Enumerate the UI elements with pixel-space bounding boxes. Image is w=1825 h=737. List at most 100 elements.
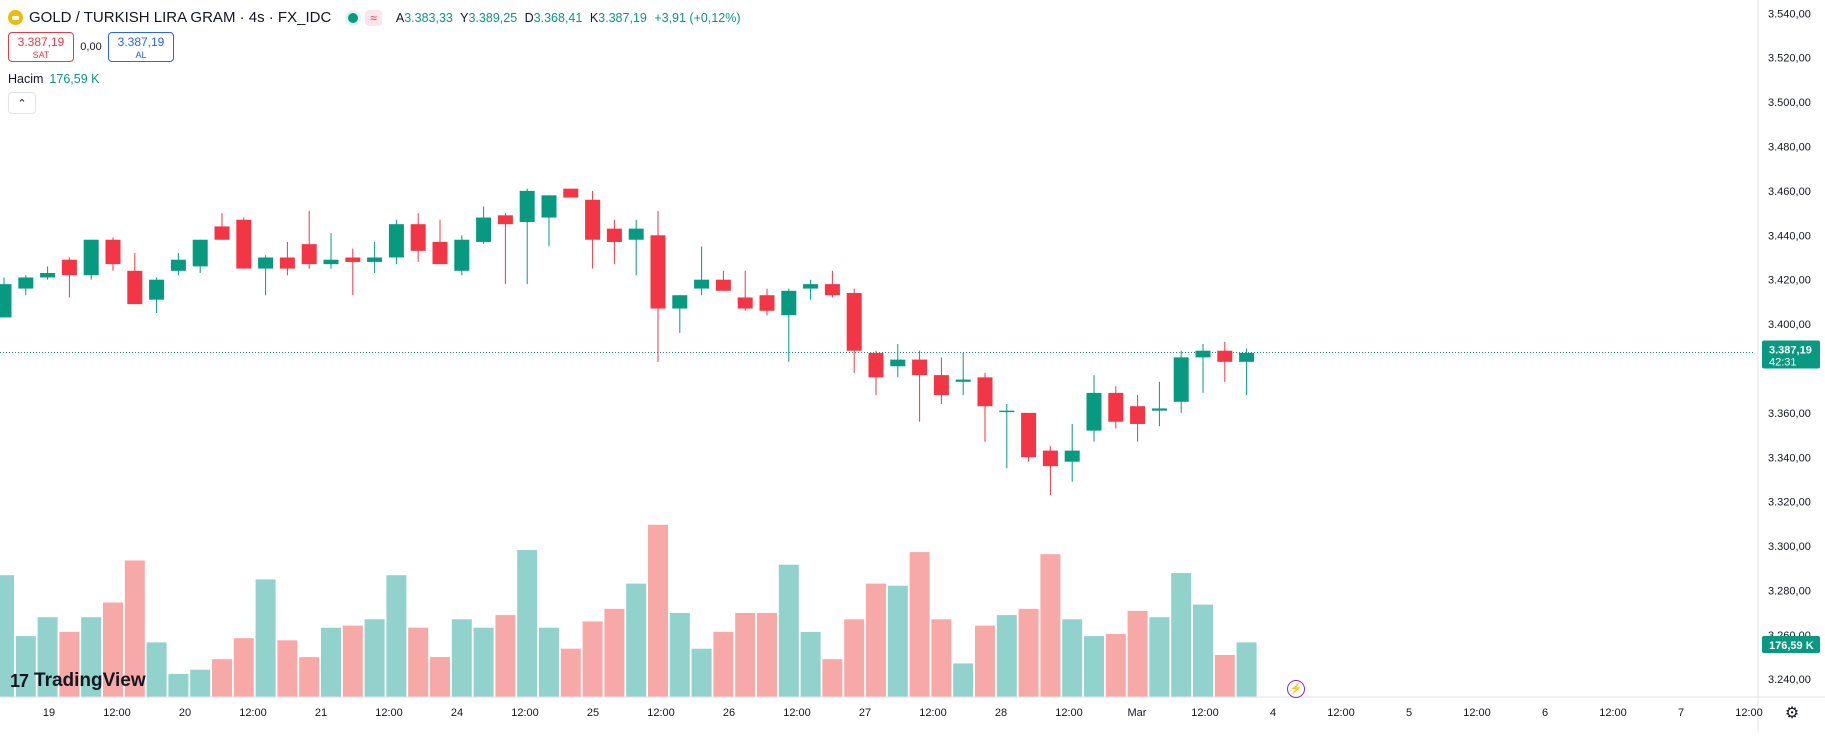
candle-body[interactable]: [672, 295, 688, 309]
candle-body[interactable]: [715, 279, 731, 291]
volume-bar: [59, 631, 80, 697]
price-axis-label: 3.460,00: [1768, 186, 1811, 198]
candle-body[interactable]: [999, 410, 1015, 413]
volume-bar: [822, 659, 843, 697]
candle-body[interactable]: [40, 273, 56, 278]
candle-body[interactable]: [606, 228, 622, 242]
candle-body[interactable]: [737, 297, 753, 309]
volume-bar: [0, 575, 14, 697]
candle-body[interactable]: [1108, 392, 1124, 422]
volume-value-tag[interactable]: [1762, 636, 1820, 653]
volume-legend[interactable]: Hacim 176,59 K: [8, 72, 99, 86]
candle-body[interactable]: [781, 290, 797, 316]
time-axis-label: 12:00: [1463, 707, 1491, 719]
candle-body[interactable]: [497, 215, 513, 225]
candle-body[interactable]: [912, 359, 928, 376]
volume-bar: [713, 631, 734, 697]
volume-bar: [669, 613, 690, 697]
time-axis-label: 12:00: [1327, 707, 1355, 719]
candle-body[interactable]: [236, 219, 252, 269]
candle-body[interactable]: [214, 226, 230, 240]
candle-body[interactable]: [1173, 357, 1189, 402]
volume-bar: [321, 627, 341, 697]
candle-body[interactable]: [868, 352, 884, 378]
candle-body[interactable]: [170, 259, 186, 271]
candle-body[interactable]: [1151, 408, 1167, 411]
volume-bar: [560, 648, 581, 697]
candle-body[interactable]: [955, 379, 971, 382]
candle-body[interactable]: [759, 295, 775, 311]
candle-body[interactable]: [127, 270, 143, 305]
candle-body[interactable]: [933, 375, 949, 396]
time-axis-label: 12:00: [647, 707, 675, 719]
volume-bar: [124, 560, 145, 697]
lightning-icon[interactable]: ⚡: [1287, 680, 1305, 698]
change-value: +3,91 (+0,12%): [654, 10, 741, 25]
candle-body[interactable]: [0, 284, 12, 318]
candle-body[interactable]: [454, 239, 470, 271]
candle-body[interactable]: [846, 293, 862, 351]
candle-body[interactable]: [977, 377, 993, 407]
candle-body[interactable]: [192, 239, 208, 267]
volume-bar: [1018, 608, 1039, 697]
candle-body[interactable]: [1021, 412, 1037, 458]
candle-body[interactable]: [585, 199, 601, 240]
candle-body[interactable]: [1042, 450, 1058, 467]
volume-bar: [604, 608, 625, 697]
volume-bar: [887, 585, 908, 697]
volume-bar: [626, 583, 647, 697]
volume-bar: [1236, 642, 1257, 697]
time-axis-label: 12:00: [1055, 707, 1083, 719]
gear-icon[interactable]: ⚙: [1784, 705, 1800, 722]
candle-body[interactable]: [824, 284, 840, 296]
candle-body[interactable]: [694, 279, 710, 289]
price-axis-label: 3.280,00: [1768, 585, 1811, 597]
volume-bar: [15, 636, 36, 697]
candle-body[interactable]: [890, 359, 906, 367]
candle-body[interactable]: [279, 257, 295, 269]
candle-body[interactable]: [650, 235, 666, 309]
candle-body[interactable]: [1086, 392, 1102, 431]
sell-button[interactable]: 3.387,19 SAT: [8, 32, 74, 62]
time-axis-label: 12:00: [375, 707, 403, 719]
candle-body[interactable]: [83, 239, 99, 276]
price-axis-label: 3.520,00: [1768, 53, 1811, 65]
candle-body[interactable]: [563, 188, 579, 198]
candle-body[interactable]: [1130, 406, 1146, 424]
current-price-tag[interactable]: [1762, 340, 1820, 369]
candle-body[interactable]: [18, 277, 34, 289]
volume-bar: [233, 638, 254, 697]
candle-body[interactable]: [1064, 450, 1080, 462]
candle-body[interactable]: [432, 241, 448, 265]
price-axis-label: 3.340,00: [1768, 452, 1811, 464]
candle-body[interactable]: [519, 190, 535, 222]
candle-body[interactable]: [323, 259, 339, 265]
tradingview-logo[interactable]: 17 TradingView: [10, 670, 146, 692]
wave-badge[interactable]: ≈: [365, 9, 382, 26]
candle-body[interactable]: [367, 257, 383, 262]
collapse-button[interactable]: ⌃: [8, 92, 36, 114]
candle-body[interactable]: [410, 224, 426, 251]
candle-body[interactable]: [258, 257, 274, 269]
candle-body[interactable]: [105, 239, 121, 265]
candle-body[interactable]: [345, 257, 361, 262]
candle-body[interactable]: [1217, 350, 1233, 362]
high-value: 3.389,25: [468, 10, 518, 25]
candle-body[interactable]: [541, 195, 557, 218]
candle-body[interactable]: [1195, 350, 1211, 358]
candle-body[interactable]: [61, 259, 77, 276]
buy-button[interactable]: 3.387,19 AL: [108, 32, 174, 62]
gold-coin-icon: [8, 10, 23, 25]
candle-body[interactable]: [803, 284, 819, 289]
market-status-icon[interactable]: [345, 9, 362, 26]
candle-body[interactable]: [301, 244, 317, 265]
volume-bar: [451, 619, 472, 697]
candle-body[interactable]: [476, 217, 492, 242]
symbol-title[interactable]: GOLD / TURKISH LIRA GRAM · 4s · FX_IDC: [29, 9, 332, 26]
candle-body[interactable]: [1239, 352, 1255, 362]
candle-body[interactable]: [388, 224, 404, 258]
candle-body[interactable]: [149, 279, 165, 300]
candle-body[interactable]: [628, 228, 644, 240]
